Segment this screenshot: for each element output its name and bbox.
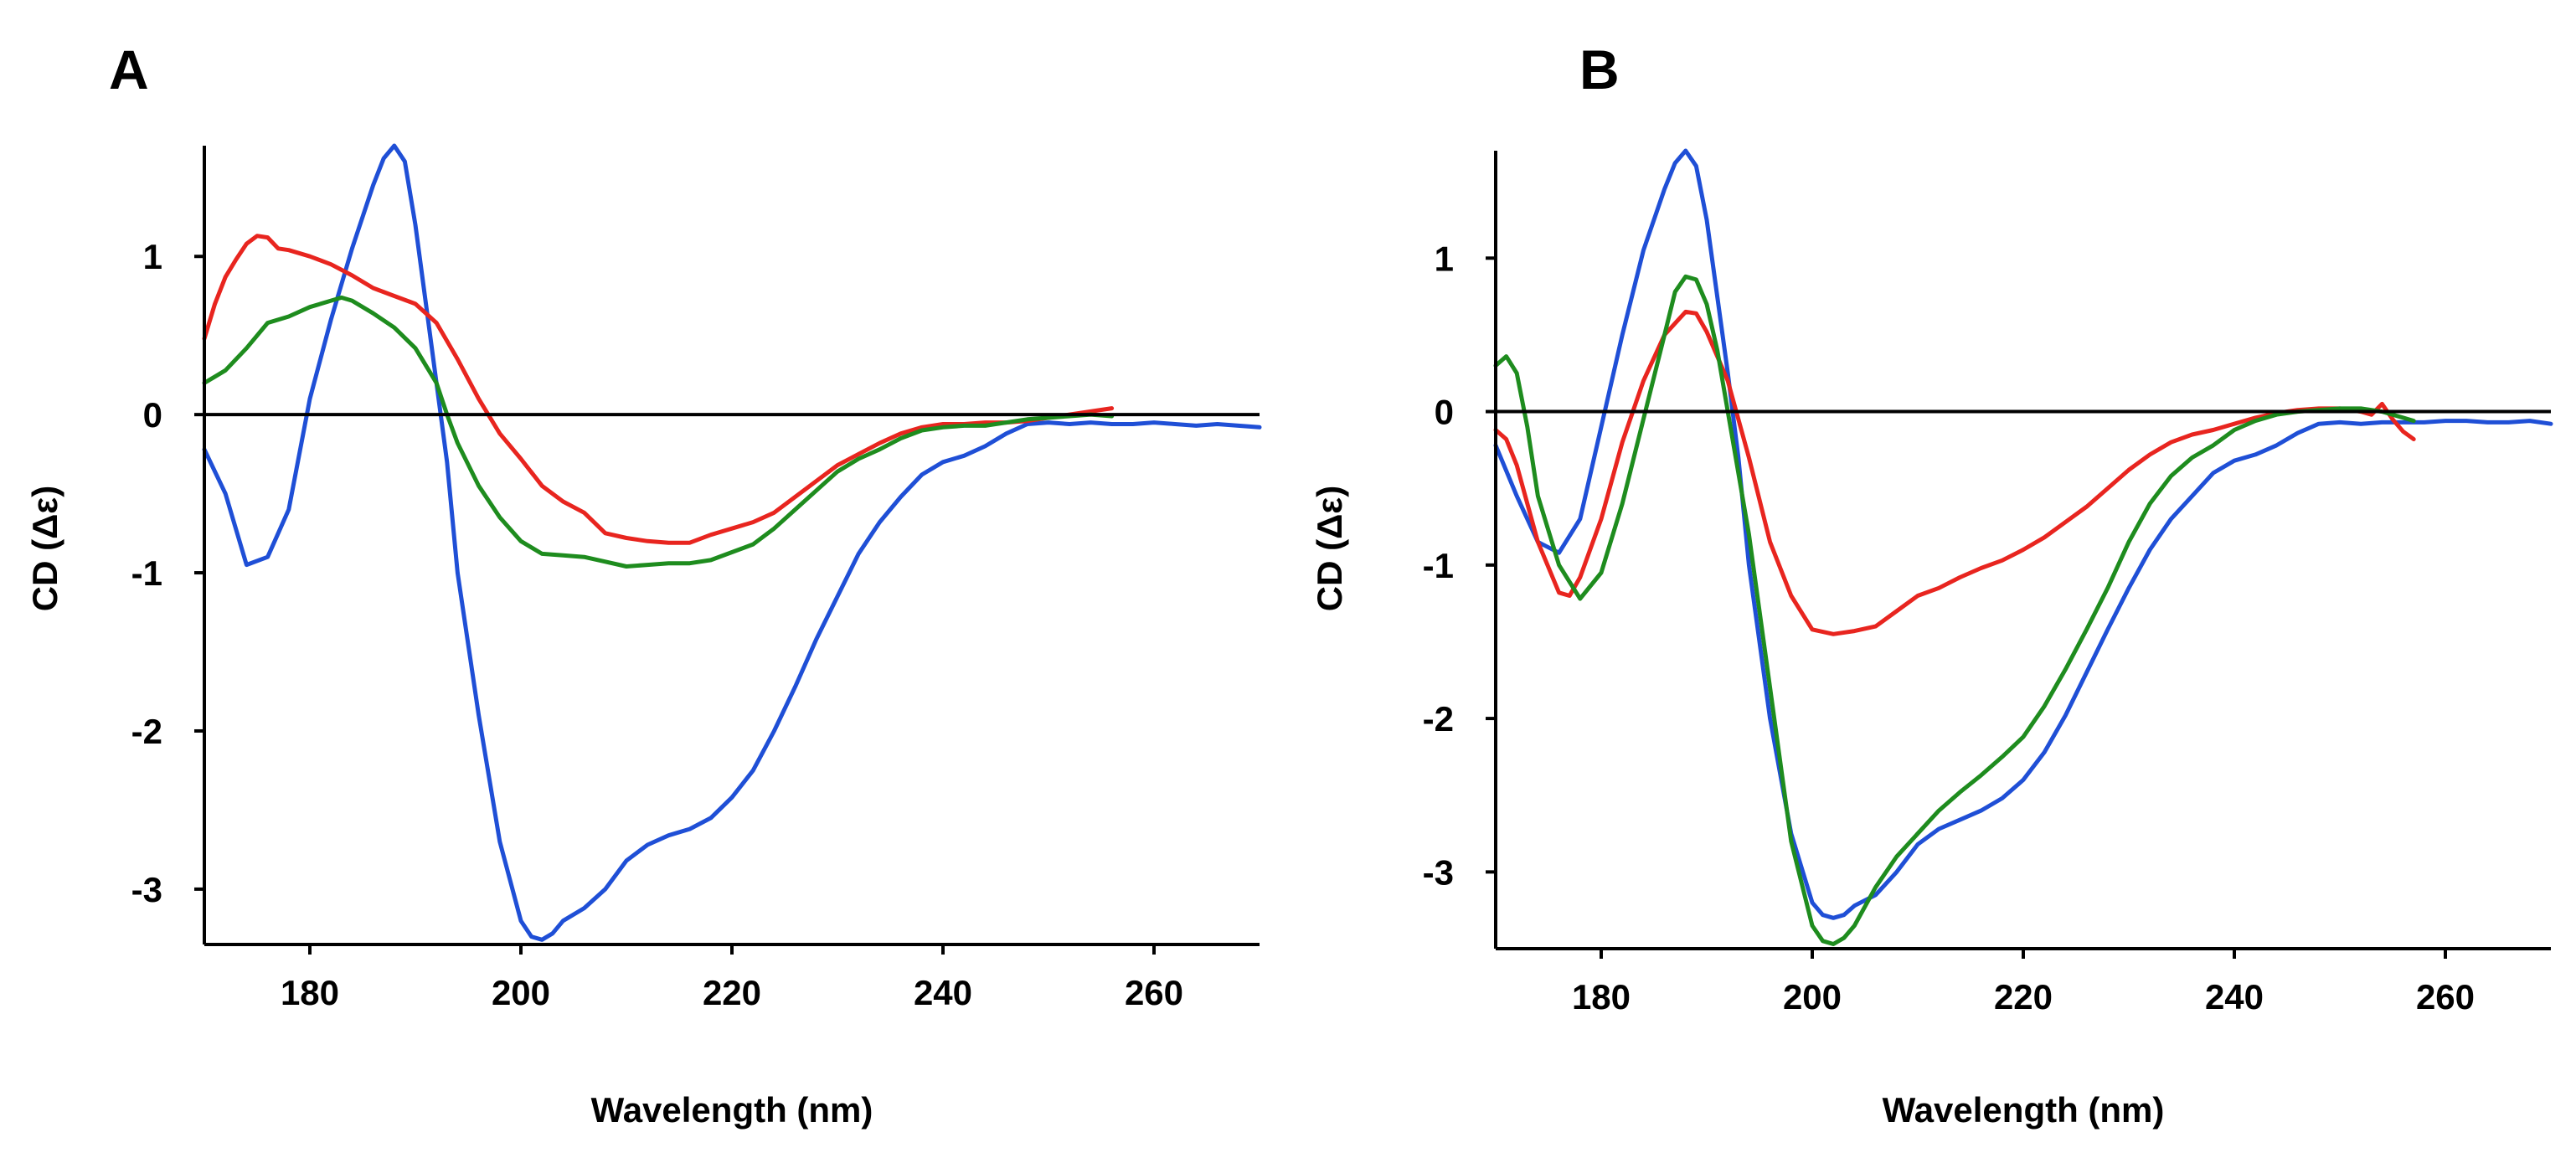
panel-b-x-ticks: 180 200 220 240 260 bbox=[1572, 949, 2475, 1016]
panel-b-x-tick-label: 260 bbox=[2416, 977, 2475, 1016]
panel-b-y-tick-label: -3 bbox=[1423, 852, 1454, 892]
panel-b-x-tick-label: 240 bbox=[2205, 977, 2264, 1016]
panel-a-y-tick-label: 0 bbox=[143, 395, 162, 435]
panel-a-y-tick-label: -1 bbox=[131, 553, 162, 593]
panel-a-x-tick-label: 260 bbox=[1125, 973, 1183, 1012]
panel-b-series-green-line bbox=[1493, 274, 2416, 946]
panel-a-x-ticks: 180 200 220 240 260 bbox=[281, 944, 1183, 1012]
panel-a-y-tick-label: -3 bbox=[131, 870, 162, 909]
panel-a-series bbox=[202, 143, 1262, 942]
panel-a-y-ticks: 1 0 -1 -2 -3 bbox=[131, 237, 204, 909]
panel-b-label: B bbox=[1579, 39, 1620, 100]
panel-b-y-axis-title: CD (Δε) bbox=[1310, 486, 1349, 611]
panel-b-y-tick-label: -2 bbox=[1423, 699, 1454, 739]
panel-b-x-tick-label: 220 bbox=[1994, 977, 2053, 1016]
panel-a-x-tick-label: 220 bbox=[703, 973, 761, 1012]
panel-a-x-tick-label: 180 bbox=[281, 973, 339, 1012]
panel-b-y-tick-label: 1 bbox=[1435, 239, 1454, 278]
panel-a-series-green-line bbox=[202, 295, 1115, 569]
panel-b-x-axis-title: Wavelength (nm) bbox=[1883, 1090, 2165, 1130]
panel-a-series-blue-line bbox=[202, 143, 1262, 942]
panel-b-series bbox=[1493, 148, 2553, 946]
panel-b-x-tick-label: 180 bbox=[1572, 977, 1631, 1016]
panel-b-series-blue-line bbox=[1493, 148, 2553, 920]
panel-a-x-axis-title: Wavelength (nm) bbox=[591, 1090, 873, 1130]
panel-b-series-red-line bbox=[1493, 309, 2416, 636]
panel-b-y-ticks: 1 0 -1 -2 -3 bbox=[1423, 239, 1496, 892]
panel-a-y-axis-title: CD (Δε) bbox=[25, 486, 64, 611]
panel-a-y-tick-label: 1 bbox=[143, 237, 162, 276]
panel-a: A 180 200 220 240 260 1 0 -1 -2 -3 Wavelength (n… bbox=[25, 39, 1262, 1130]
panel-a-x-tick-label: 240 bbox=[914, 973, 972, 1012]
panel-b-x-tick-label: 200 bbox=[1783, 977, 1842, 1016]
panel-a-y-tick-label: -2 bbox=[131, 712, 162, 751]
panel-b-y-tick-label: -1 bbox=[1423, 546, 1454, 585]
panel-b-y-tick-label: 0 bbox=[1435, 393, 1454, 432]
panel-a-x-tick-label: 200 bbox=[492, 973, 550, 1012]
panel-a-label: A bbox=[109, 39, 149, 100]
panel-b: B 180 200 220 240 260 1 0 -1 -2 -3 Wavelength (n… bbox=[1310, 39, 2553, 1130]
panel-a-series-red-line bbox=[202, 234, 1115, 545]
